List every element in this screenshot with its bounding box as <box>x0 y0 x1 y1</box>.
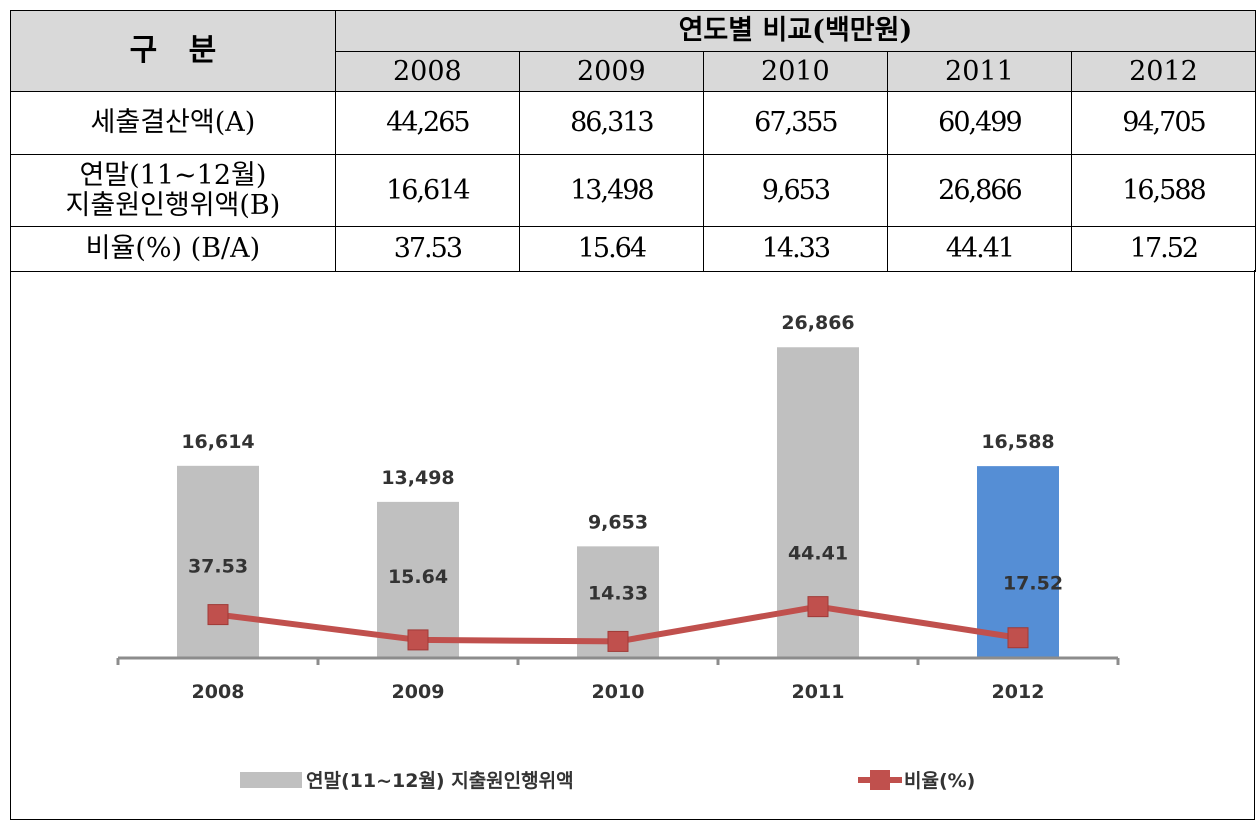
year-header: 2012 <box>1070 51 1257 92</box>
bar-value-label: 26,866 <box>781 312 854 334</box>
line-marker <box>207 604 229 626</box>
table-cell: 16,614 <box>334 154 520 227</box>
table-row: 구 분 연도별 비교(백만원) <box>10 10 1257 92</box>
data-table: 구 분 연도별 비교(백만원) 2008 2009 2010 2011 2012 세출결산액(… <box>10 10 1257 272</box>
table-cell: 17.52 <box>1070 226 1257 272</box>
table-cell: 86,313 <box>518 91 704 155</box>
line-marker <box>607 630 629 652</box>
x-tick-label: 2011 <box>792 681 845 703</box>
x-tick-label: 2012 <box>992 681 1045 703</box>
bar <box>977 466 1059 658</box>
bar-value-label: 16,588 <box>981 431 1054 453</box>
legend-swatch <box>240 772 302 788</box>
header-cell: 구 분 <box>10 10 336 92</box>
bar-value-label: 16,614 <box>181 431 254 453</box>
line-value-label: 44.41 <box>788 543 848 565</box>
legend-marker <box>870 770 890 790</box>
table-row: 2008 2009 2010 2011 2012 <box>11 51 1257 92</box>
line-marker <box>1007 627 1029 649</box>
table-cell: 44.41 <box>886 226 1072 272</box>
x-tick-label: 2010 <box>592 681 645 703</box>
table-cell: 26,866 <box>886 154 1072 227</box>
row-label: 세출결산액(A) <box>10 91 336 155</box>
line-marker <box>407 629 429 651</box>
legend-label: 연말(11~12월) 지출원인행위액 <box>306 770 574 792</box>
chart-frame <box>10 270 1255 820</box>
x-tick-label: 2009 <box>392 681 445 703</box>
year-header: 2010 <box>702 51 888 92</box>
legend-label: 비율(%) <box>904 770 975 792</box>
table-row: 세출결산액(A) 44,265 86,313 67,355 60,499 94,705 <box>10 91 1257 155</box>
bar-value-label: 13,498 <box>381 467 454 489</box>
line-value-label: 15.64 <box>388 566 448 588</box>
line-value-label: 14.33 <box>588 582 648 604</box>
year-header: 2011 <box>886 51 1072 92</box>
line-value-label: 17.52 <box>1003 573 1063 595</box>
table-cell: 16,588 <box>1070 154 1257 227</box>
line-value-label: 37.53 <box>188 556 248 578</box>
table-cell: 44,265 <box>334 91 520 155</box>
table-cell: 37.53 <box>334 226 520 272</box>
table-cell: 94,705 <box>1070 91 1257 155</box>
x-tick-label: 2008 <box>192 681 245 703</box>
line-marker <box>807 596 829 618</box>
row-label: 비율(%) (B/A) <box>10 226 336 272</box>
header-cell: 연도별 비교(백만원) <box>334 10 1257 52</box>
table-cell: 14.33 <box>702 226 888 272</box>
table-row: 비율(%) (B/A) 37.53 15.64 14.33 44.41 17.52 <box>10 226 1257 272</box>
bar <box>177 465 259 658</box>
table-cell: 67,355 <box>702 91 888 155</box>
bar-value-label: 9,653 <box>588 511 648 533</box>
